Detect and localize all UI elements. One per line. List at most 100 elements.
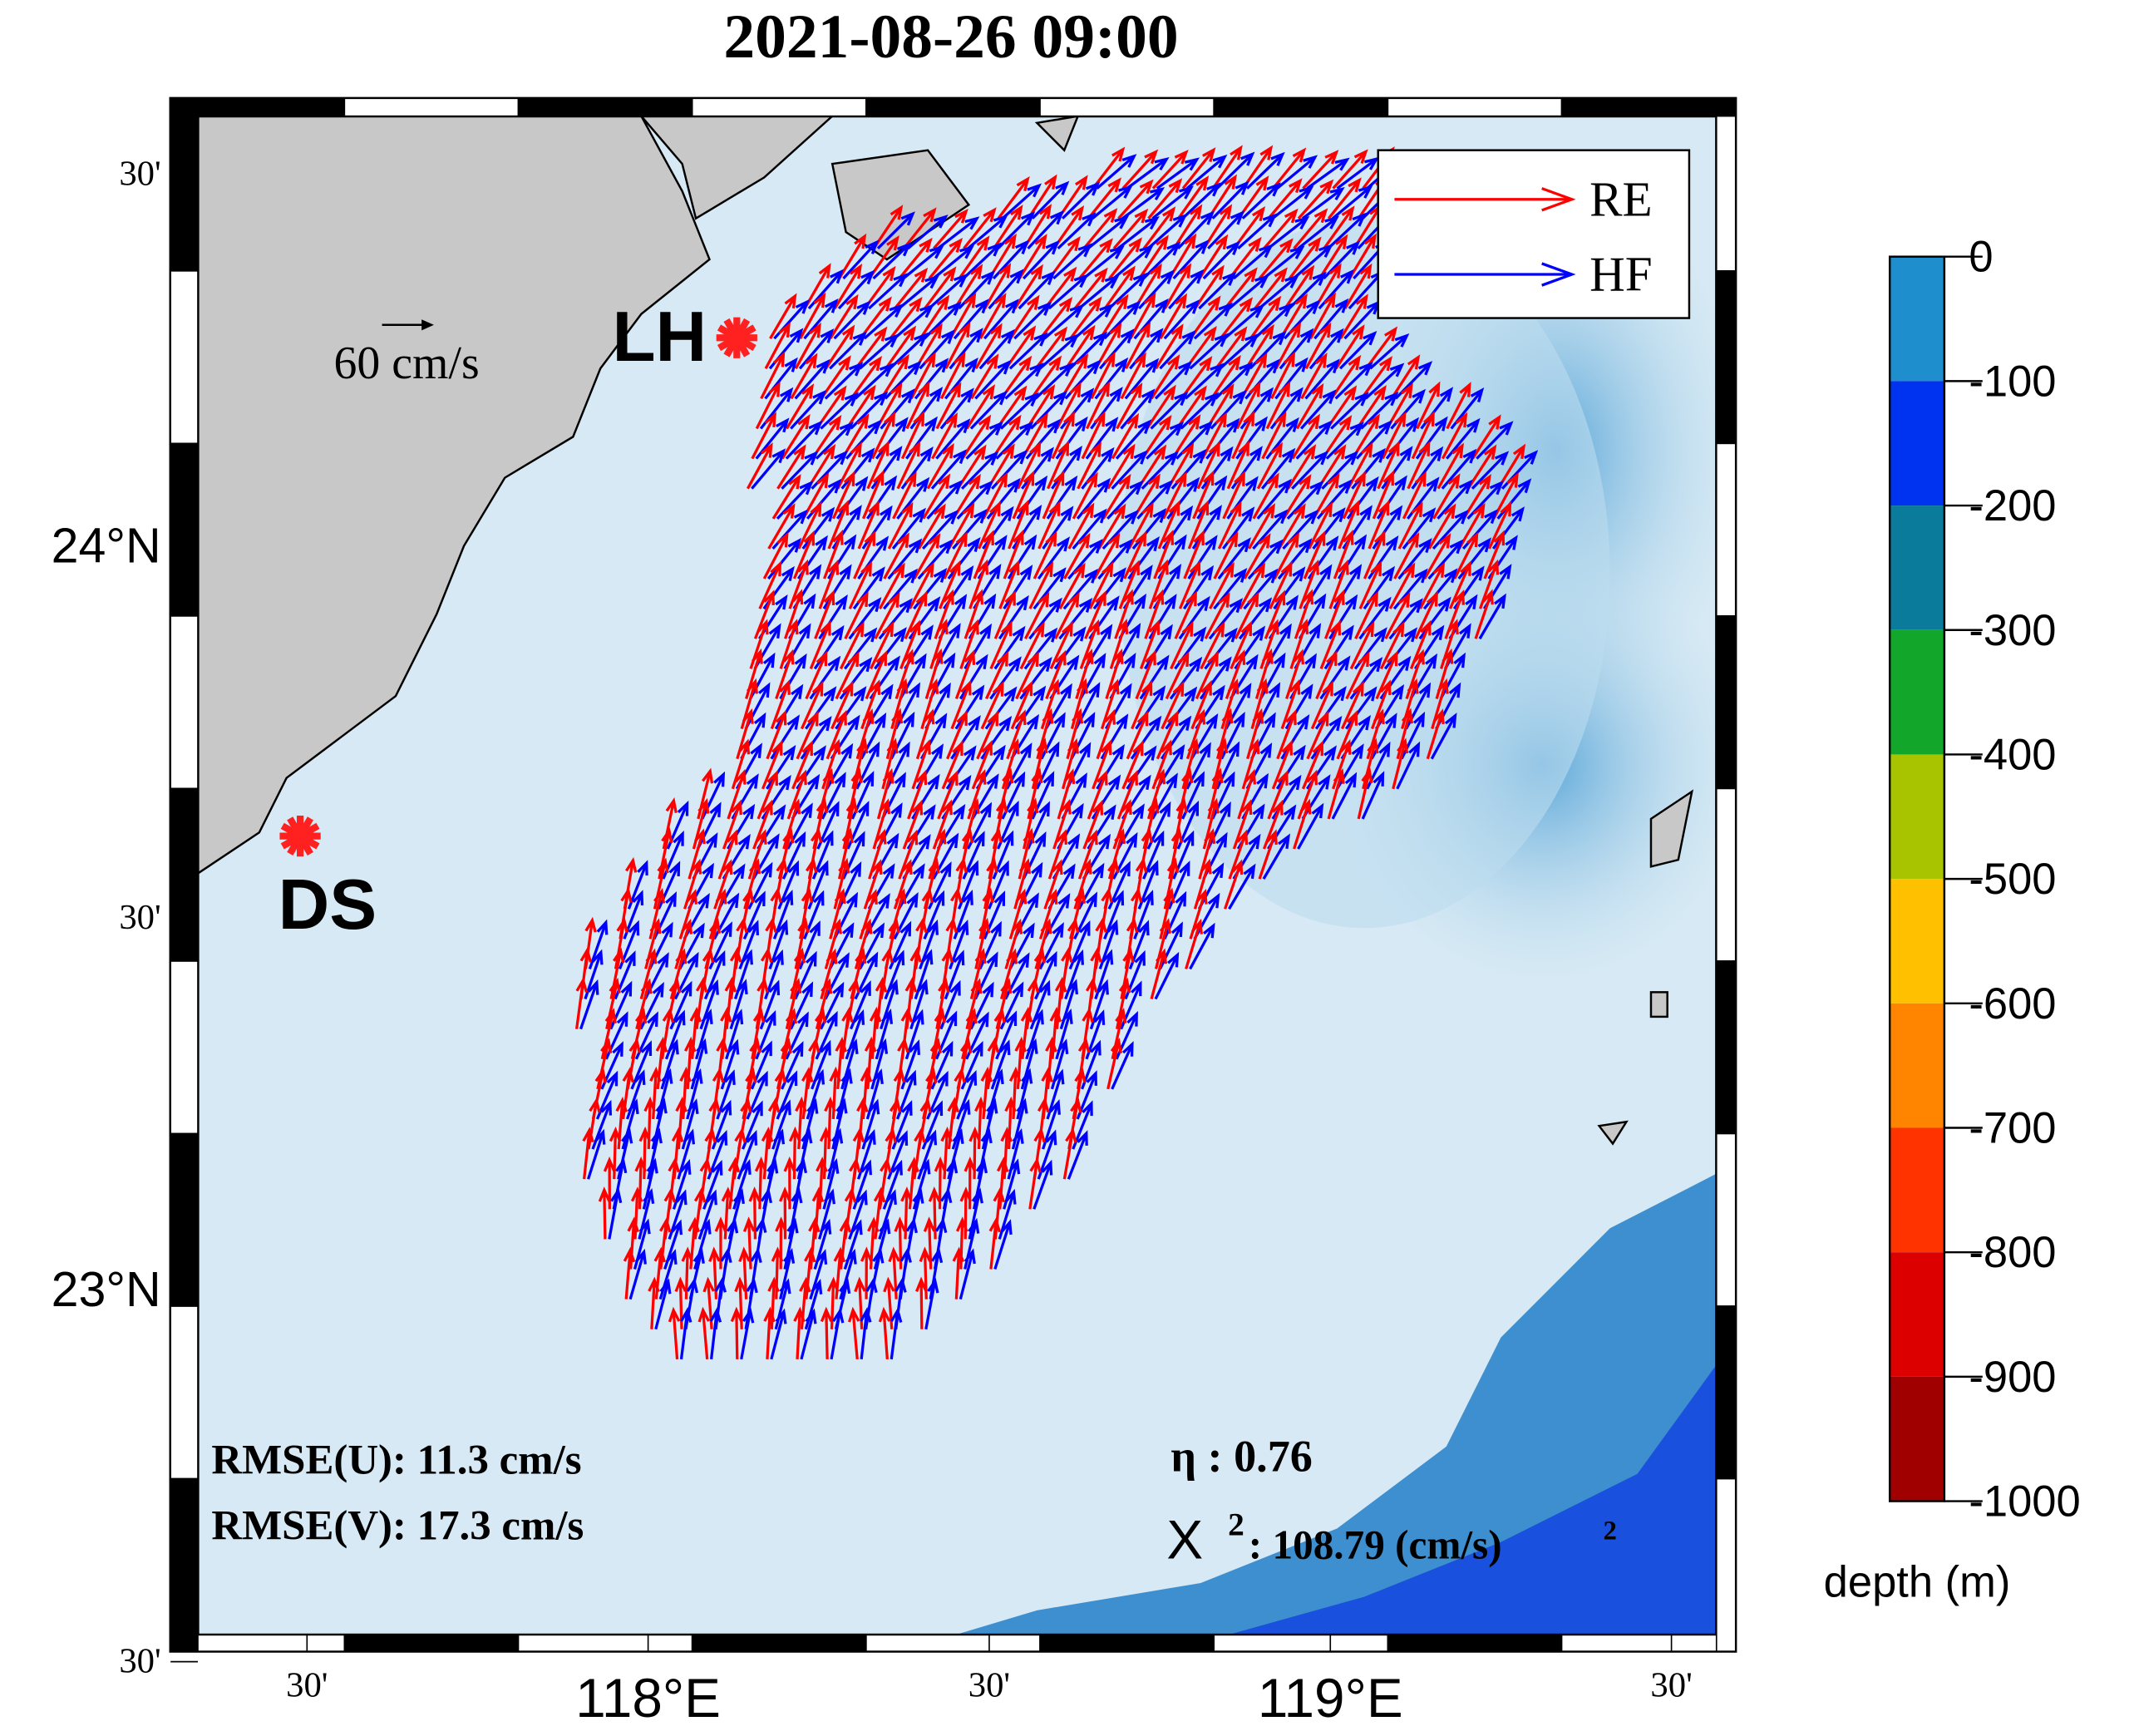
vector-arrow xyxy=(794,358,830,400)
vector-arrow xyxy=(1155,323,1184,370)
vector-arrow xyxy=(1013,301,1052,340)
vector-arrow xyxy=(1031,737,1048,790)
vector-arrow xyxy=(1135,685,1166,730)
vector-arrow xyxy=(1274,322,1302,370)
vector-arrow xyxy=(1021,446,1054,490)
vector-arrow xyxy=(729,946,742,999)
vector-arrow xyxy=(1079,653,1106,700)
vector-arrow xyxy=(1418,562,1446,609)
deep-water xyxy=(1228,1364,1717,1635)
vector-arrow xyxy=(1474,589,1494,639)
vector-arrow xyxy=(776,480,814,520)
vector-arrow xyxy=(959,653,988,700)
vector-arrow xyxy=(1150,391,1189,430)
vector-arrow xyxy=(928,238,964,279)
frame-bars xyxy=(170,97,1737,1652)
vector-arrow xyxy=(582,1127,594,1180)
vector-arrow xyxy=(1347,441,1373,490)
vector-arrow xyxy=(908,562,934,609)
vector-arrow xyxy=(978,887,994,940)
vector-arrow xyxy=(954,684,985,730)
vector-arrow xyxy=(1135,649,1156,700)
vector-arrow xyxy=(775,649,795,700)
colorbar-band xyxy=(1890,506,1944,630)
vector-arrow xyxy=(1315,650,1338,700)
vector-arrow xyxy=(1336,743,1364,790)
legend-label: RE xyxy=(1589,171,1653,226)
vector-arrow xyxy=(1381,446,1413,490)
vector-arrow xyxy=(866,440,890,490)
vector-arrow xyxy=(1020,1038,1038,1090)
vector-arrow xyxy=(868,273,908,310)
vector-arrow xyxy=(693,1186,707,1240)
vector-arrow xyxy=(1030,355,1062,400)
vector-arrow xyxy=(1187,535,1218,579)
vector-arrow xyxy=(1476,421,1514,460)
vector-arrow xyxy=(1211,737,1229,790)
vector-arrow xyxy=(801,506,835,550)
vector-arrow xyxy=(978,293,1007,339)
vector-arrow xyxy=(1147,178,1183,219)
vector-arrow xyxy=(854,362,895,400)
vector-arrow xyxy=(621,1098,639,1150)
vector-arrow xyxy=(1325,422,1364,460)
vector-arrow xyxy=(890,711,915,760)
vector-arrow xyxy=(1291,413,1320,460)
lon-tick-label: 30' xyxy=(1650,1665,1692,1704)
vector-arrow xyxy=(1210,354,1241,400)
vector-arrow xyxy=(809,619,831,669)
vector-arrow xyxy=(944,322,971,370)
vector-arrow xyxy=(945,745,977,790)
vector-arrow xyxy=(947,536,981,580)
vector-arrow xyxy=(860,1246,873,1300)
colorbar-tick-label: -700 xyxy=(1969,1104,2056,1153)
vector-arrow xyxy=(1010,680,1033,730)
vector-arrow xyxy=(1346,476,1379,520)
vector-arrow xyxy=(981,1097,998,1150)
vector-arrow xyxy=(1215,326,1248,370)
vector-arrow xyxy=(1008,500,1029,550)
vector-arrow xyxy=(1462,474,1491,520)
rmse-v: RMSE(V): 17.3 cm/s xyxy=(211,1503,584,1550)
vector-arrow xyxy=(1400,711,1426,760)
frame-bar xyxy=(1387,1634,1563,1652)
lon-tick-label: 30' xyxy=(968,1665,1010,1704)
vector-arrow xyxy=(768,919,789,970)
vector-arrow xyxy=(972,1157,988,1210)
vector-arrow xyxy=(1073,303,1114,340)
vector-arrow xyxy=(1131,680,1153,730)
vector-arrow xyxy=(955,1216,968,1270)
vector-arrow xyxy=(946,710,968,760)
vector-arrow xyxy=(878,1306,891,1359)
vector-arrow xyxy=(926,442,954,490)
vector-arrow xyxy=(1471,414,1501,460)
vector-arrow xyxy=(826,1276,840,1329)
vector-arrow xyxy=(837,861,862,910)
vector-arrow xyxy=(740,1307,755,1360)
vector-arrow xyxy=(820,355,851,400)
vector-arrow xyxy=(1195,651,1219,700)
vector-arrow xyxy=(855,708,875,760)
vector-arrow xyxy=(660,1038,679,1090)
vector-arrow xyxy=(978,920,1002,970)
vector-arrow xyxy=(838,233,867,279)
vector-arrow xyxy=(1381,411,1407,460)
vector-arrow xyxy=(829,331,868,370)
colorbar-band xyxy=(1890,256,1944,382)
vector-arrow xyxy=(1062,532,1091,579)
vector-arrow xyxy=(1196,475,1228,520)
vector-arrow xyxy=(907,769,928,820)
vector-arrow xyxy=(1143,624,1173,670)
vector-arrow xyxy=(776,1070,798,1120)
vector-arrow xyxy=(800,716,832,760)
vector-arrow xyxy=(835,1068,853,1120)
vector-arrow xyxy=(1189,922,1215,970)
vector-arrow xyxy=(647,1127,663,1180)
vector-arrow xyxy=(1258,274,1299,310)
vector-arrow xyxy=(835,476,869,520)
vector-arrow xyxy=(1027,210,1064,249)
vector-arrow xyxy=(1318,234,1348,279)
vector-arrow xyxy=(933,209,968,249)
vector-arrow xyxy=(1453,531,1479,579)
vector-arrow xyxy=(757,770,778,820)
